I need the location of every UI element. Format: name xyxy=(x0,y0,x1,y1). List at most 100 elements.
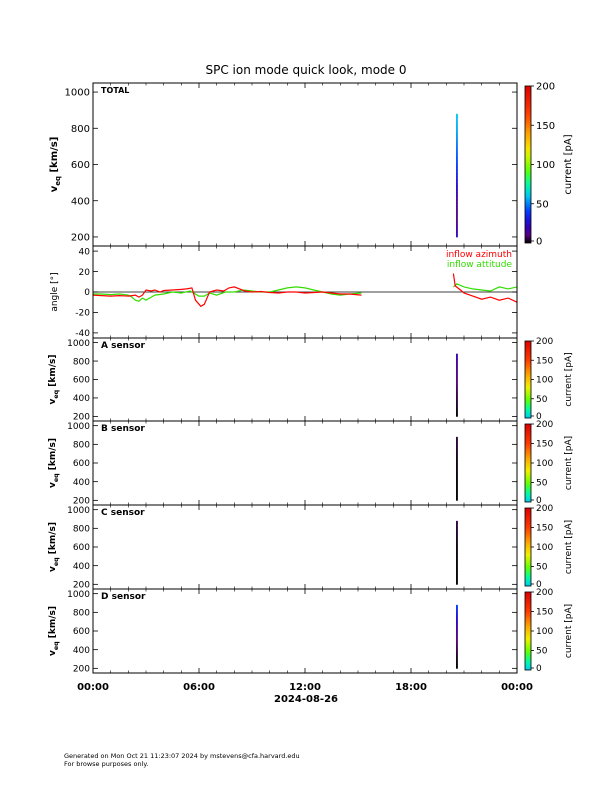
heatmap-cell xyxy=(456,150,458,152)
heatmap-cell xyxy=(456,633,458,635)
heatmap-cell xyxy=(456,546,458,548)
heatmap-cell xyxy=(456,583,458,585)
y-tick-label: 40 xyxy=(79,247,91,257)
heatmap-cell xyxy=(456,609,458,611)
heatmap-cell xyxy=(456,618,458,620)
heatmap-cell xyxy=(456,449,458,451)
heatmap-cell xyxy=(456,572,458,574)
panel-label: A sensor xyxy=(101,341,146,351)
heatmap-cell xyxy=(456,394,458,396)
heatmap-cell xyxy=(456,631,458,633)
heatmap-cell xyxy=(456,616,458,618)
y-axis-label: veq [km/s] xyxy=(48,606,60,656)
heatmap-cell xyxy=(456,196,458,199)
heatmap-cell xyxy=(456,453,458,455)
panel-0: 200 400 600 800 1000 TOTAL veq [km/s] 0 50 100 150… xyxy=(49,82,574,248)
heatmap-cell xyxy=(456,458,458,460)
heatmap-cell xyxy=(456,160,458,163)
heatmap-cell xyxy=(456,390,458,392)
heatmap-cell xyxy=(456,552,458,555)
heatmap-cell xyxy=(456,380,458,383)
heatmap-cell xyxy=(456,370,458,372)
heatmap-cell xyxy=(456,174,458,177)
heatmap-cell xyxy=(456,625,458,627)
y-tick-label: 400 xyxy=(73,394,90,404)
heatmap-cell xyxy=(456,400,458,403)
heatmap-cell xyxy=(456,454,458,456)
colorbar-tick-label: 100 xyxy=(536,376,553,386)
heatmap-cell xyxy=(456,161,458,164)
ylabel-units: [km/s] xyxy=(48,606,58,641)
heatmap-cell xyxy=(456,533,458,535)
heatmap-cell xyxy=(456,461,458,463)
heatmap-cell xyxy=(456,666,458,668)
heatmap-cell xyxy=(456,613,458,615)
heatmap-cell xyxy=(456,536,458,538)
heatmap-cell xyxy=(456,488,458,490)
colorbar-tick-label: 100 xyxy=(536,543,553,553)
y-tick-label: 1000 xyxy=(67,506,90,516)
heatmap-cell xyxy=(456,135,458,138)
heatmap-cell xyxy=(456,155,458,158)
colorbar-tick-label: 100 xyxy=(536,160,555,171)
heatmap-cell xyxy=(456,607,458,609)
heatmap-cell xyxy=(456,366,458,369)
series-azimuth-line xyxy=(92,273,518,308)
y-axis-label-text: veq [km/s] xyxy=(48,354,60,404)
heatmap-cell xyxy=(456,411,458,414)
y-tick-label: 1000 xyxy=(67,590,90,600)
heatmap-cell xyxy=(456,615,458,617)
heatmap-cell xyxy=(456,565,458,567)
heatmap-cell xyxy=(456,383,458,385)
heatmap-cell xyxy=(456,528,458,530)
heatmap-cell xyxy=(456,633,458,636)
y-axis-label: veq [km/s] xyxy=(49,137,62,193)
heatmap-cell xyxy=(456,636,458,639)
heatmap-cell xyxy=(456,659,458,661)
heatmap-cell xyxy=(456,544,458,546)
heatmap-cell xyxy=(456,405,458,407)
heatmap-cell xyxy=(456,359,458,361)
heatmap-cell xyxy=(456,549,458,551)
heatmap-cell xyxy=(456,542,458,544)
heatmap-cell xyxy=(456,647,458,649)
heatmap-cell xyxy=(456,654,458,657)
panel-label: B sensor xyxy=(101,424,145,434)
heatmap-cell xyxy=(456,180,458,183)
heatmap-cell xyxy=(456,466,458,468)
heatmap-cell xyxy=(456,529,458,531)
heatmap-cell xyxy=(456,457,458,459)
panel-4: 200 400 600 800 1000 C sensor veq [km/s] 0 50 100… xyxy=(48,504,574,590)
heatmap-cell xyxy=(456,667,458,669)
heatmap-cell xyxy=(456,607,458,609)
panel-frame xyxy=(92,504,518,590)
x-tick-label: 00:00 xyxy=(77,682,109,693)
heatmap-cell xyxy=(456,563,458,565)
ylabel-v: v xyxy=(48,482,58,488)
heatmap-cell xyxy=(456,232,458,235)
heatmap-cell xyxy=(456,641,458,643)
colorbar-tick-label: 0 xyxy=(536,664,542,674)
heatmap-cell xyxy=(456,380,458,382)
heatmap-cell xyxy=(456,532,458,534)
heatmap-cell xyxy=(456,576,458,579)
heatmap-cell xyxy=(456,448,458,450)
heatmap-cell xyxy=(456,171,458,174)
heatmap-cell xyxy=(456,632,458,634)
heatmap-cell xyxy=(456,357,458,359)
colorbar-tick-label: 0 xyxy=(536,580,542,590)
panel-frame xyxy=(92,588,518,674)
heatmap-cell xyxy=(456,567,458,570)
heatmap-cell xyxy=(456,444,458,446)
heatmap-cell xyxy=(456,526,458,528)
heatmap-cell xyxy=(456,498,458,500)
heatmap-cell xyxy=(456,570,458,573)
y-axis-label: veq [km/s] xyxy=(48,438,60,488)
heatmap-cell xyxy=(456,499,458,501)
heatmap-cell xyxy=(456,557,458,559)
heatmap-cell xyxy=(456,534,458,536)
heatmap-cell xyxy=(456,442,458,444)
heatmap-cell xyxy=(456,235,458,238)
heatmap-cell xyxy=(456,221,458,223)
heatmap-cell xyxy=(456,151,458,154)
